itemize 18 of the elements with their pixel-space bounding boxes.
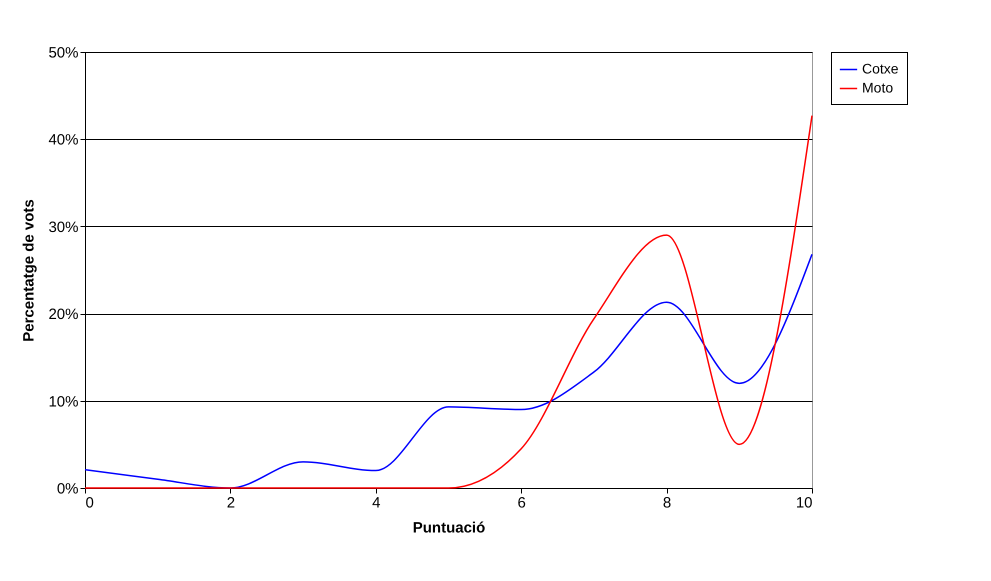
x-tick-label: 8 [662,494,672,512]
x-tick-label: 6 [518,494,526,512]
x-tick-label: 4 [372,494,380,512]
y-tick-label: 0% [56,480,78,498]
y-tick-label: 30% [48,218,78,236]
x-tick-label: 10 [796,494,812,512]
x-axis-title: Puntuació [412,520,486,536]
y-axis-title: Percentatge de vots [20,199,38,342]
y-tick-label: 50% [48,44,78,62]
line-series [84,114,813,489]
y-tick-label: 10% [48,393,78,410]
line-series [84,254,813,489]
y-tick-label: 40% [48,132,78,149]
legend-label: Moto [862,80,894,96]
legend-label: Cotxe [862,60,899,76]
x-tick-label: 0 [86,494,94,512]
y-tick-label: 20% [48,306,78,324]
x-tick-label: 2 [226,494,236,512]
